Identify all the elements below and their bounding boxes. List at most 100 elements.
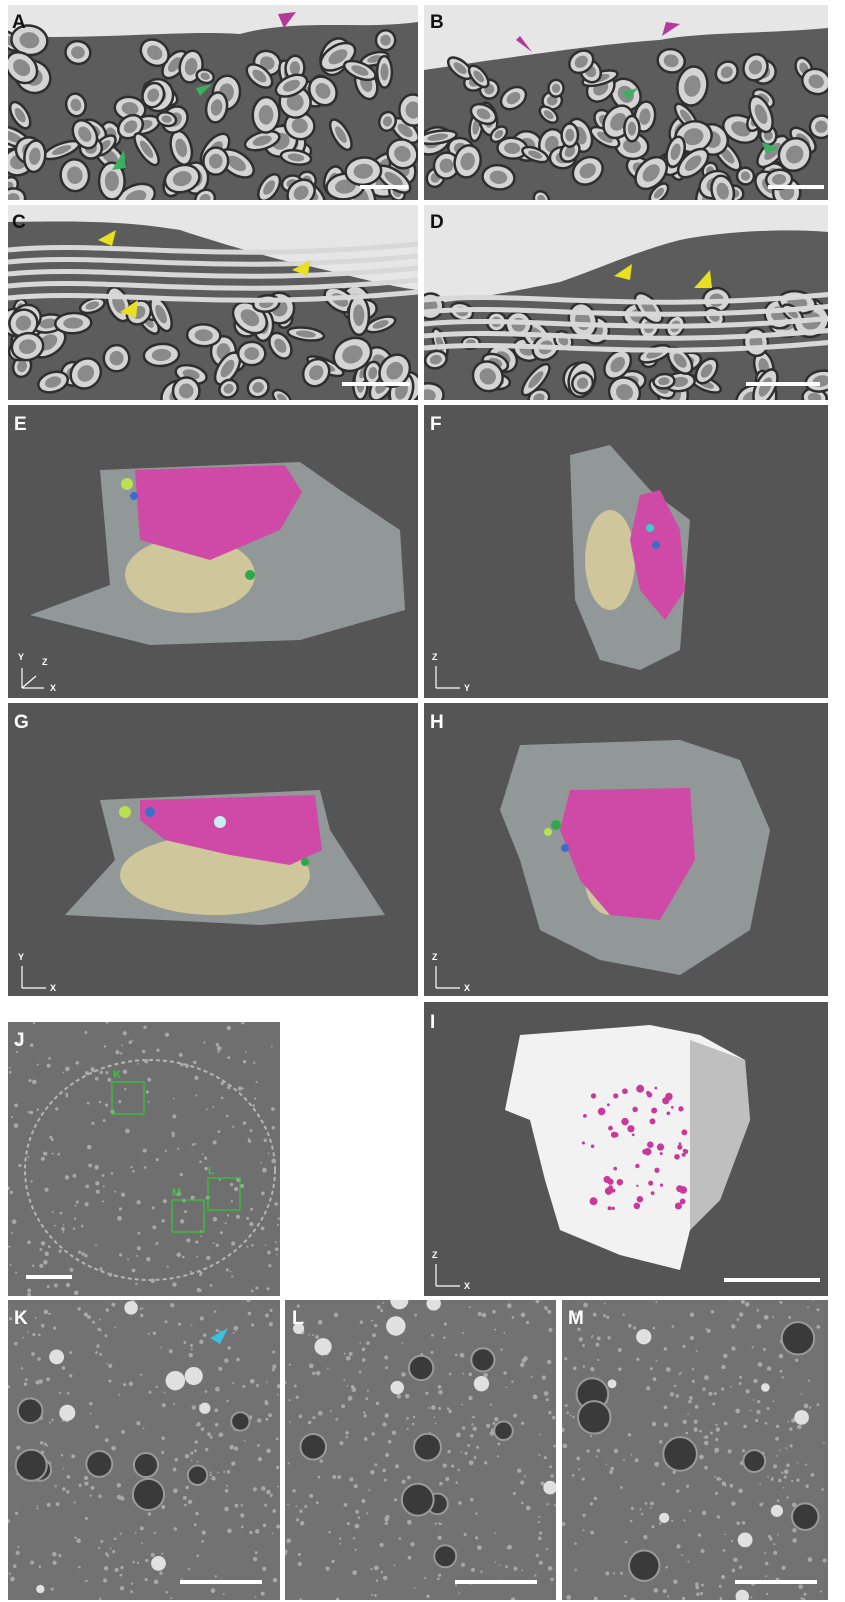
particle xyxy=(456,1482,458,1484)
particle xyxy=(308,1421,312,1425)
particle xyxy=(486,1424,490,1428)
particle xyxy=(771,1478,774,1481)
particle xyxy=(261,1191,265,1195)
particle xyxy=(174,1527,178,1531)
particle xyxy=(720,1597,723,1600)
particle xyxy=(12,1219,17,1224)
particle xyxy=(54,1284,58,1288)
particle xyxy=(56,1502,60,1506)
vesicle xyxy=(682,1153,686,1157)
particle xyxy=(98,1494,102,1498)
axis-label: X xyxy=(464,1281,470,1291)
particle xyxy=(260,1162,262,1164)
particle xyxy=(52,1153,54,1155)
particle xyxy=(277,1486,279,1488)
particle xyxy=(81,1225,84,1228)
particle xyxy=(630,1454,632,1456)
particle xyxy=(605,1571,609,1575)
pit xyxy=(414,1434,441,1461)
particle xyxy=(335,1418,338,1421)
particle xyxy=(65,1067,70,1072)
particle xyxy=(276,1438,279,1441)
particle xyxy=(695,1582,699,1586)
particle xyxy=(205,1390,208,1393)
particle xyxy=(194,1449,197,1452)
vesicle xyxy=(654,1087,657,1090)
particle xyxy=(630,1520,633,1523)
particle xyxy=(372,1333,376,1337)
roi-label: L xyxy=(208,1165,215,1177)
particle xyxy=(472,1568,475,1571)
particle xyxy=(276,1525,280,1529)
particle xyxy=(51,1588,54,1591)
particle xyxy=(201,1540,204,1543)
particle xyxy=(9,1071,12,1074)
particle xyxy=(521,1313,526,1318)
particle xyxy=(121,1193,125,1197)
panel-label: J xyxy=(14,1030,25,1051)
particle xyxy=(253,1487,257,1491)
particle xyxy=(757,1400,760,1403)
particle xyxy=(149,1391,152,1394)
particle xyxy=(809,1407,811,1409)
particle xyxy=(407,1520,412,1525)
particle xyxy=(513,1567,517,1571)
particle xyxy=(739,1565,742,1568)
particle xyxy=(143,1149,147,1153)
particle xyxy=(729,1299,731,1301)
particle xyxy=(474,1456,477,1459)
particle xyxy=(8,1573,10,1575)
particle xyxy=(390,1291,408,1309)
particle xyxy=(240,1504,243,1507)
particle xyxy=(717,1515,720,1518)
particle xyxy=(130,1590,133,1593)
particle xyxy=(271,1107,275,1111)
particle xyxy=(543,1481,557,1495)
particle xyxy=(17,1546,19,1548)
particle xyxy=(210,1471,212,1473)
particle xyxy=(87,1102,90,1105)
particle xyxy=(265,1418,268,1421)
particle xyxy=(95,1425,99,1429)
particle xyxy=(444,1323,447,1326)
particle xyxy=(37,1357,41,1361)
particle xyxy=(255,1551,258,1554)
particle xyxy=(288,1399,290,1401)
particle xyxy=(405,1394,410,1399)
particle xyxy=(699,1430,702,1433)
particle xyxy=(146,1090,149,1093)
particle xyxy=(165,1150,167,1152)
particle xyxy=(232,1382,234,1384)
particle xyxy=(538,1537,542,1541)
particle xyxy=(606,1463,608,1465)
axis-label: X xyxy=(464,983,470,993)
particle xyxy=(776,1425,779,1428)
particle xyxy=(299,1509,302,1512)
particle xyxy=(476,1446,479,1449)
particle xyxy=(366,1512,368,1514)
particle xyxy=(791,1480,793,1482)
particle xyxy=(98,1547,100,1549)
particle xyxy=(287,1504,289,1506)
panel-label: H xyxy=(430,712,444,733)
particle xyxy=(671,1520,673,1522)
pit xyxy=(402,1484,434,1516)
particle xyxy=(186,1238,190,1242)
particle xyxy=(74,1290,79,1295)
particle xyxy=(631,1507,634,1510)
particle xyxy=(63,1224,65,1226)
particle xyxy=(659,1440,662,1443)
particle xyxy=(272,1509,276,1513)
particle xyxy=(804,1593,807,1596)
particle xyxy=(750,1596,752,1598)
particle xyxy=(180,1063,184,1067)
particle xyxy=(294,1385,297,1388)
particle xyxy=(797,1425,802,1430)
particle xyxy=(92,1069,95,1072)
particle xyxy=(91,1122,94,1125)
particle xyxy=(724,1484,726,1486)
particle xyxy=(27,1240,31,1244)
particle xyxy=(145,1578,148,1581)
particle xyxy=(272,1532,274,1534)
particle xyxy=(690,1312,694,1316)
